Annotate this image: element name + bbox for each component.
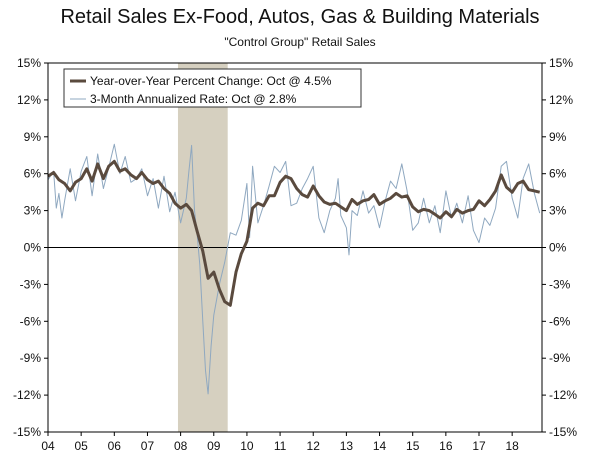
x-tick-label: 17 xyxy=(472,439,486,453)
x-tick-label: 04 xyxy=(41,439,55,453)
y-tick-label-left: 6% xyxy=(24,167,42,181)
y-tick-label-left: 3% xyxy=(24,204,42,218)
y-tick-label-right: 0% xyxy=(549,241,567,255)
x-tick-label: 07 xyxy=(141,439,155,453)
x-tick-label: 13 xyxy=(340,439,354,453)
y-tick-label-right: 12% xyxy=(549,93,573,107)
y-tick-label-right: -9% xyxy=(549,351,571,365)
legend-label-yoy: Year-over-Year Percent Change: Oct @ 4.5… xyxy=(90,74,332,88)
y-tick-label-left: -9% xyxy=(20,351,42,365)
x-tick-label: 14 xyxy=(373,439,387,453)
x-tick-label: 09 xyxy=(207,439,221,453)
series-line-yoy xyxy=(47,159,541,307)
y-tick-label-right: 15% xyxy=(549,56,573,70)
y-tick-label-left: -15% xyxy=(13,425,41,439)
y-tick-label-left: 0% xyxy=(24,241,42,255)
y-tick-label-left: 9% xyxy=(24,130,42,144)
chart-title: Retail Sales Ex-Food, Autos, Gas & Build… xyxy=(60,6,540,28)
x-tick-label: 16 xyxy=(439,439,453,453)
y-tick-label-right: -15% xyxy=(549,425,577,439)
x-tick-label: 11 xyxy=(274,439,287,453)
y-tick-label-left: -12% xyxy=(13,388,41,402)
series-line-3month xyxy=(47,143,541,395)
chart-subtitle: "Control Group" Retail Sales xyxy=(224,35,376,49)
x-tick-label: 05 xyxy=(74,439,88,453)
y-tick-label-left: 15% xyxy=(17,56,41,70)
y-tick-label-right: 9% xyxy=(549,130,567,144)
y-tick-label-right: -3% xyxy=(549,277,571,291)
legend: Year-over-Year Percent Change: Oct @ 4.5… xyxy=(63,68,362,108)
x-tick-label: 15 xyxy=(406,439,420,453)
y-tick-label-right: 6% xyxy=(549,167,567,181)
y-tick-label-left: -6% xyxy=(20,314,42,328)
x-tick-label: 06 xyxy=(108,439,122,453)
legend-box xyxy=(63,68,362,108)
y-tick-label-left: -3% xyxy=(20,277,42,291)
x-tick-label: 08 xyxy=(174,439,188,453)
y-tick-label-left: 12% xyxy=(17,93,41,107)
y-tick-label-right: -6% xyxy=(549,314,571,328)
legend-label-3m: 3-Month Annualized Rate: Oct @ 2.8% xyxy=(90,92,297,106)
x-tick-label: 10 xyxy=(240,439,254,453)
y-tick-label-right: 3% xyxy=(549,204,567,218)
x-tick-label: 12 xyxy=(307,439,321,453)
x-tick-label: 18 xyxy=(505,439,519,453)
y-tick-label-right: -12% xyxy=(549,388,577,402)
